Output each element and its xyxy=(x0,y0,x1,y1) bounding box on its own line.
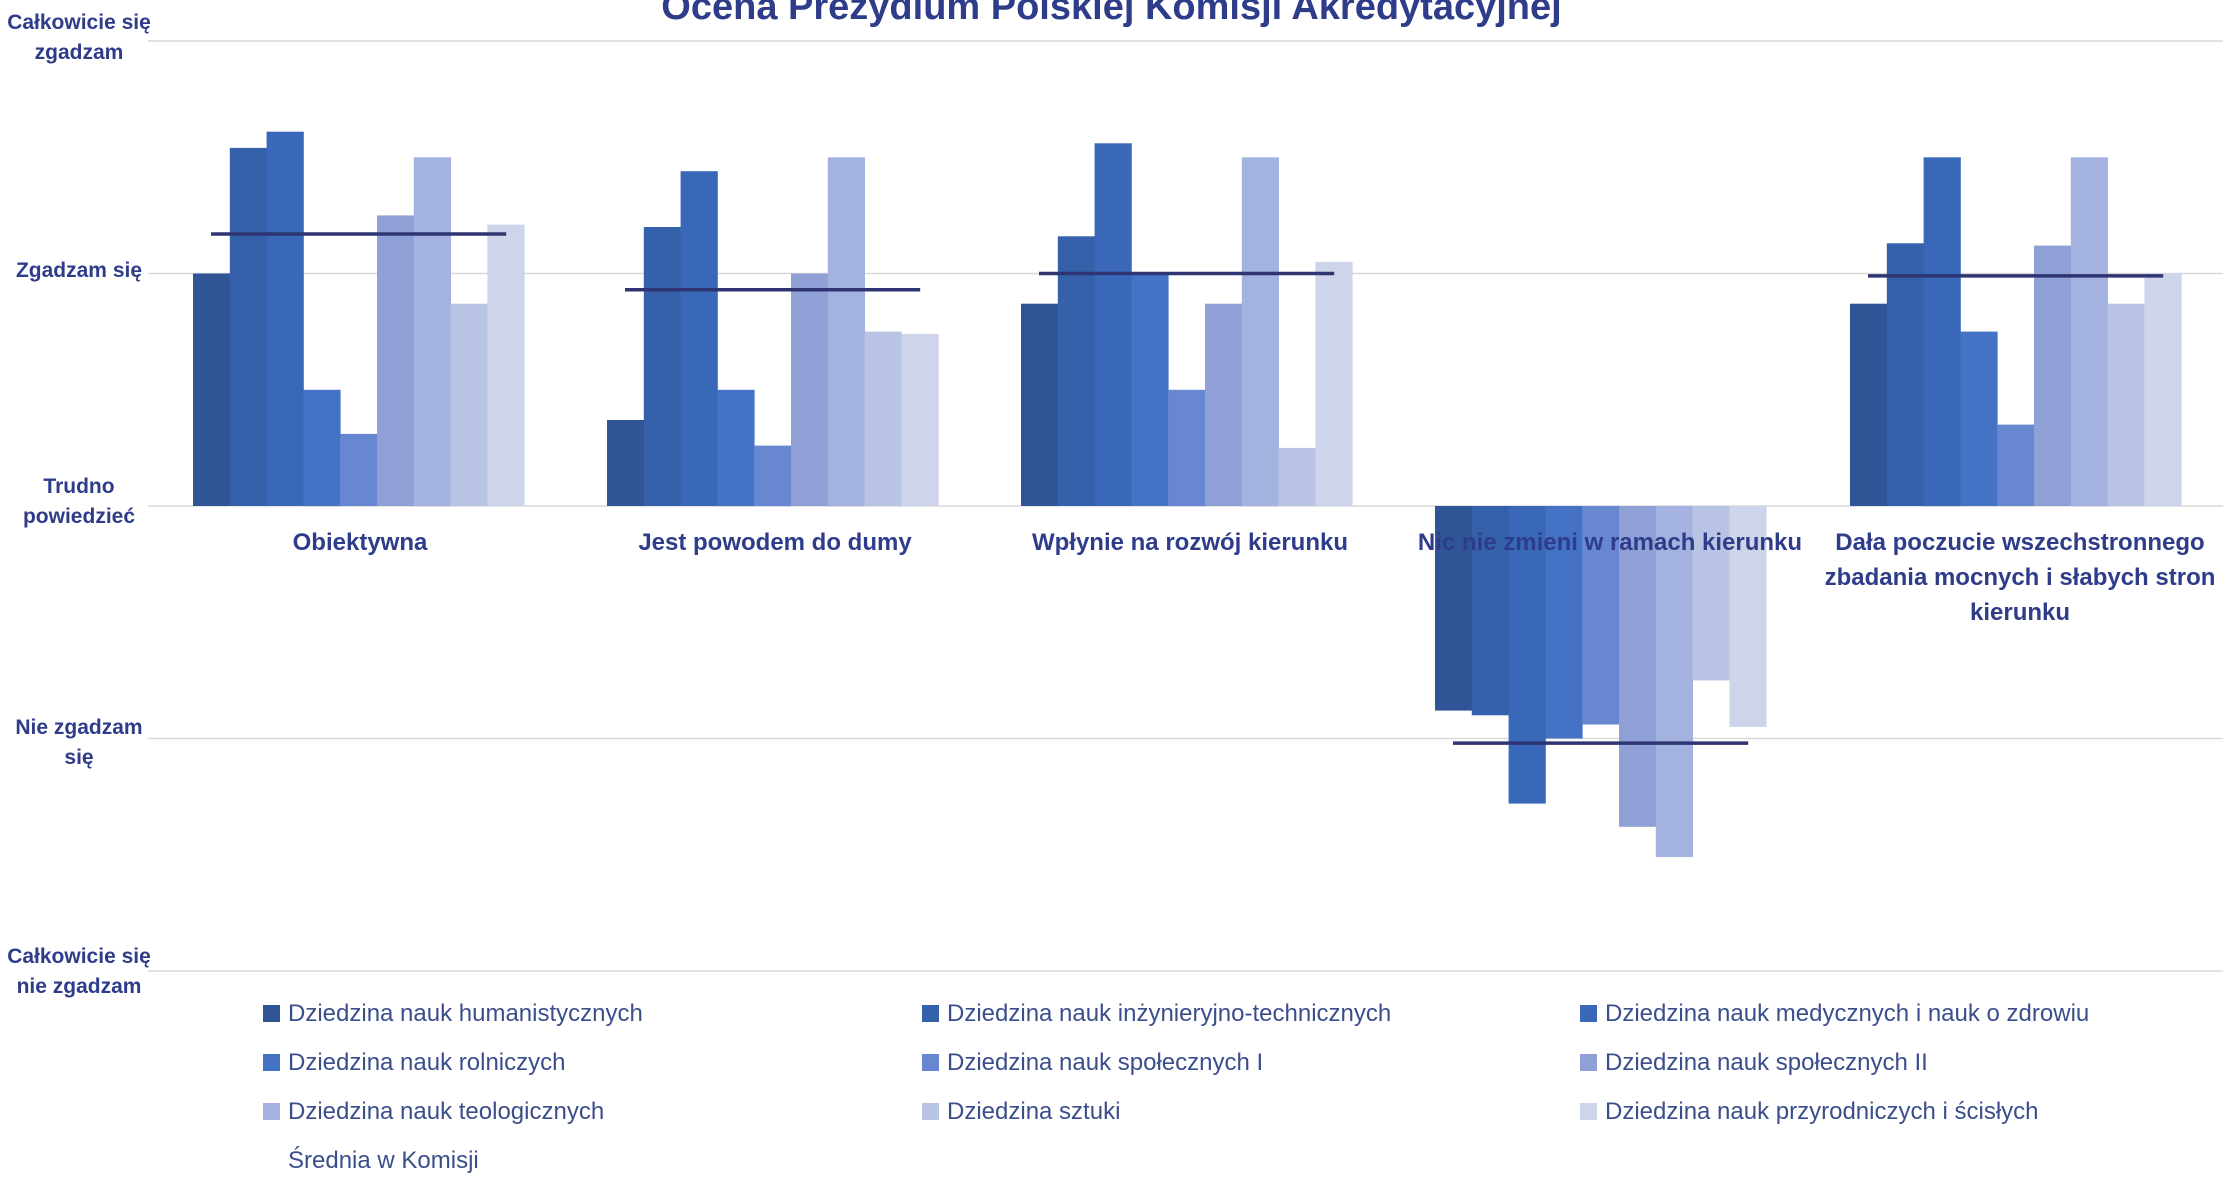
legend-item: Dziedzina sztuki xyxy=(922,1098,1120,1126)
bar xyxy=(1131,273,1169,506)
bar xyxy=(1923,157,1961,507)
bar xyxy=(1057,236,1095,507)
legend-swatch xyxy=(263,1005,280,1022)
legend-item: Dziedzina nauk medycznych i nauk o zdrow… xyxy=(1580,1000,2089,1028)
bar xyxy=(1168,389,1206,507)
bar xyxy=(1205,303,1243,506)
bar xyxy=(607,420,645,506)
legend-swatch xyxy=(922,1005,939,1022)
legend-item: Dziedzina nauk humanistycznych xyxy=(263,1000,643,1028)
y-tick-label: Nie zgadzam się xyxy=(15,716,143,769)
bar xyxy=(1315,261,1353,506)
legend-label: Dziedzina nauk teologicznych xyxy=(288,1098,605,1125)
bar xyxy=(1582,506,1620,725)
bar xyxy=(1655,506,1693,858)
legend-item-average: Średnia w Komisji xyxy=(263,1147,479,1175)
bar xyxy=(1729,506,1767,727)
y-tick-label: Trudno powiedzieć xyxy=(22,475,136,528)
bar xyxy=(2144,273,2182,506)
bar xyxy=(487,224,525,506)
bar xyxy=(303,389,341,507)
x-category-label: Dała poczucie wszechstronnego zbadania m… xyxy=(1824,529,2216,626)
legend-label: Dziedzina nauk społecznych II xyxy=(1605,1049,1928,1076)
legend-swatch xyxy=(1580,1054,1597,1071)
legend-swatch xyxy=(922,1054,939,1071)
bar xyxy=(1960,331,1998,506)
bar xyxy=(1545,506,1583,739)
bar xyxy=(1997,424,2035,506)
legend-label: Dziedzina nauk inżynieryjno-technicznych xyxy=(947,1000,1392,1027)
bar xyxy=(1241,157,1279,507)
y-tick-label: Całkowicie się nie zgadzam xyxy=(7,945,151,998)
legend-item: Dziedzina nauk przyrodniczych i ścisłych xyxy=(1580,1098,2039,1126)
bar xyxy=(827,157,865,507)
legend-label: Dziedzina nauk humanistycznych xyxy=(288,1000,643,1027)
bar xyxy=(1619,506,1657,827)
bar xyxy=(1508,506,1546,804)
legend-swatch xyxy=(263,1152,280,1169)
legend-swatch xyxy=(263,1103,280,1120)
legend-item: Dziedzina nauk inżynieryjno-technicznych xyxy=(922,1000,1391,1028)
bar xyxy=(1435,506,1473,711)
legend-item: Dziedzina nauk społecznych II xyxy=(1580,1049,1928,1077)
bar xyxy=(1471,506,1509,716)
legend-swatch xyxy=(263,1054,280,1071)
legend-label: Dziedzina nauk medycznych i nauk o zdrow… xyxy=(1605,1000,2090,1027)
bar xyxy=(717,389,755,507)
bar xyxy=(266,131,304,506)
bar xyxy=(1850,303,1888,506)
bar xyxy=(2107,303,2145,506)
bar xyxy=(1278,447,1316,506)
average-lines xyxy=(211,232,2164,745)
bar xyxy=(229,147,267,506)
bar xyxy=(340,433,378,506)
x-category-label: Jest powodem do dumy xyxy=(638,529,912,556)
bar xyxy=(413,157,451,507)
bar xyxy=(2034,245,2072,506)
x-category-label: Obiektywna xyxy=(292,529,428,556)
bar xyxy=(1094,143,1132,507)
legend-label: Dziedzina nauk rolniczych xyxy=(288,1049,566,1076)
legend-label: Dziedzina nauk przyrodniczych i ścisłych xyxy=(1605,1098,2039,1125)
x-category-label: Nic nie zmieni w ramach kierunku xyxy=(1417,529,1803,556)
bar xyxy=(193,273,231,506)
bar xyxy=(680,171,718,506)
bar xyxy=(2070,157,2108,507)
bar xyxy=(450,303,488,506)
bar xyxy=(864,331,902,506)
bar xyxy=(643,227,681,506)
legend-swatch xyxy=(1580,1005,1597,1022)
legend-label: Dziedzina nauk społecznych I xyxy=(947,1049,1264,1076)
bar xyxy=(791,273,829,506)
legend-item: Dziedzina nauk teologicznych xyxy=(263,1098,604,1126)
bar xyxy=(901,333,939,506)
y-tick-label: Zgadzam się xyxy=(15,259,143,282)
x-category-label: Wpłynie na rozwój kierunku xyxy=(1031,529,1349,556)
bar xyxy=(1886,243,1924,507)
bar xyxy=(1021,303,1059,506)
bars xyxy=(193,131,2182,858)
bar xyxy=(1692,506,1730,681)
bar xyxy=(377,215,415,506)
legend-swatch xyxy=(1580,1103,1597,1120)
y-tick-label: Całkowicie się zgadzam xyxy=(7,11,151,64)
legend-swatch xyxy=(922,1103,939,1120)
legend-label: Dziedzina sztuki xyxy=(947,1098,1121,1125)
bar xyxy=(754,445,792,507)
legend-label: Średnia w Komisji xyxy=(288,1147,479,1174)
chart-title: Ocena Prezydium Polskiej Komisji Akredyt… xyxy=(661,0,1562,28)
legend-item: Dziedzina nauk rolniczych xyxy=(263,1049,565,1077)
legend-item: Dziedzina nauk społecznych I xyxy=(922,1049,1263,1077)
